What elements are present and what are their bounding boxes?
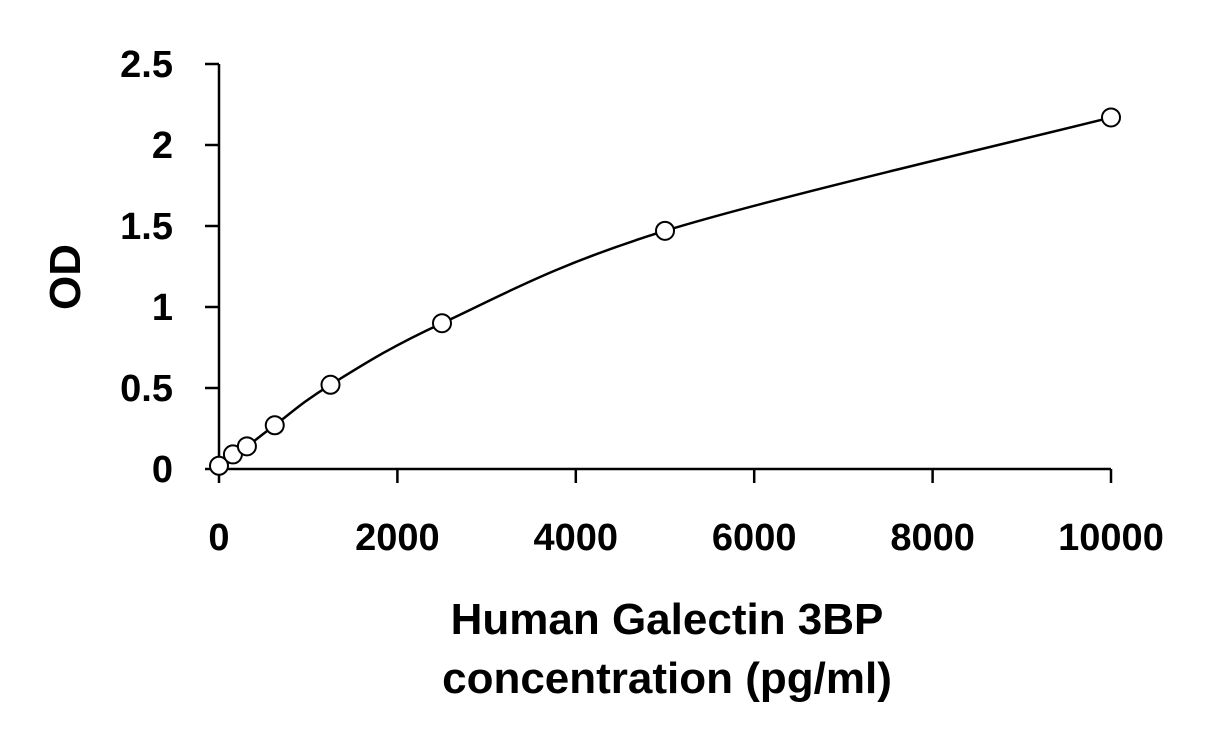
y-tick-label: 1 (152, 287, 173, 329)
x-axis-title-line-2: concentration (pg/ml) (442, 654, 892, 703)
x-tick-label: 0 (208, 517, 229, 559)
x-tick-label: 6000 (712, 517, 797, 559)
data-point (432, 313, 452, 334)
y-tick-label: 1.5 (120, 206, 173, 248)
x-tick-label: 10000 (1058, 517, 1164, 559)
fit-curve (218, 116, 1112, 467)
labels-layer: OD Human Galectin 3BP concentration (pg/… (41, 244, 892, 703)
fit-curve-layer (218, 116, 1112, 467)
y-tick-label: 0.5 (120, 368, 173, 410)
x-axis-title-line-1: Human Galectin 3BP (451, 595, 884, 644)
data-point (209, 455, 229, 476)
data-point (1101, 107, 1121, 128)
data-point (264, 415, 285, 436)
y-tick-label: 2 (152, 125, 173, 167)
y-axis-title: OD (41, 244, 90, 310)
data-points-layer (209, 107, 1121, 476)
x-tick-label: 8000 (890, 517, 975, 559)
x-tick-label: 4000 (534, 517, 619, 559)
data-point (655, 220, 675, 241)
data-point (236, 436, 257, 457)
x-tick-label: 2000 (355, 517, 440, 559)
y-tick-label: 0 (152, 449, 173, 491)
y-tick-label: 2.5 (120, 44, 173, 86)
axes: 0 0.5 1 1.5 2 2.5 0 2000 4000 6000 8000 10000 (120, 44, 1164, 559)
data-point (320, 374, 341, 395)
